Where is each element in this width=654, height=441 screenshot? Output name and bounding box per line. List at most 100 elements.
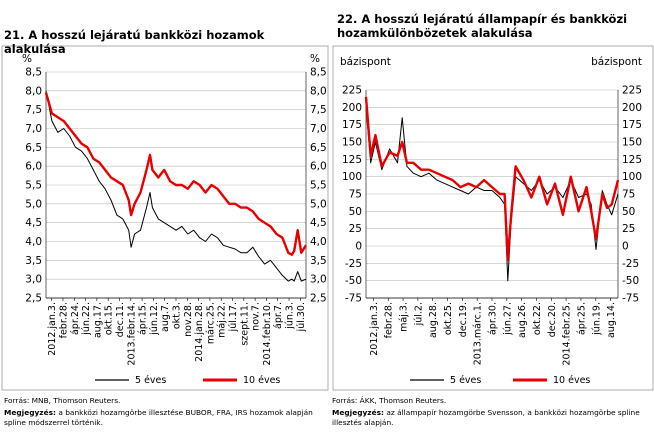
y-tick-left-1: 6,5 (25, 142, 42, 154)
x-tick-label-2: febr.28. (384, 302, 395, 338)
y-tick-right-2: 100 (622, 171, 642, 183)
chart-frame-2 (332, 45, 654, 391)
y-tick-right-2: 50 (622, 206, 635, 218)
x-tick-label-2: ápr.25. (576, 302, 587, 335)
chart-1-note: Megjegyzés: a bankközi hozamgörbe illesz… (4, 408, 322, 428)
x-tick-label-1: dec.11. (115, 302, 126, 337)
legend-label-1-chart-2: 5 éves (450, 375, 481, 386)
x-tick-label-1: ápr.7. (273, 302, 284, 329)
y-tick-left-2: 175 (342, 119, 362, 131)
chart-2-note-label: Megjegyzés: (332, 408, 384, 417)
x-tick-label-1: nov.28. (183, 302, 194, 337)
y-tick-left-1: 5,5 (25, 180, 42, 192)
y-tick-right-2: 75 (622, 189, 635, 201)
y-tick-right-2: -25 (622, 258, 639, 270)
y-tick-left-2: 125 (342, 154, 362, 166)
y-tick-right-2: -50 (622, 275, 639, 287)
chart-2-note: Megjegyzés: az állampapír hozamgörbe Sve… (332, 408, 648, 428)
y-tick-left-1: 7,0 (25, 123, 42, 135)
legend-label-1-chart-1: 5 éves (135, 375, 166, 386)
x-tick-label-2: dec.19. (458, 302, 469, 337)
y-tick-left-2: 225 (342, 85, 362, 97)
y-unit-left-2: bázispont (340, 56, 391, 68)
x-tick-label-2: aug.26. (517, 302, 528, 338)
x-tick-label-1: nov.7. (251, 302, 262, 331)
x-tick-label-1: aug.17. (92, 302, 103, 338)
x-tick-label-1: jún.22. (81, 302, 92, 336)
y-tick-right-1: 3,5 (310, 255, 327, 267)
y-tick-left-1: 8,0 (25, 85, 42, 97)
y-unit-right-1: % (310, 53, 320, 65)
y-tick-left-2: 75 (349, 189, 362, 201)
y-tick-right-1: 4,0 (310, 236, 327, 248)
series-line-2-chart-1 (44, 92, 308, 256)
chart-2-note-text: az állampapír hozamgörbe Svensson, a ban… (332, 408, 640, 427)
y-tick-left-2: 200 (342, 102, 362, 114)
y-tick-left-1: 3,0 (25, 274, 42, 286)
chart-2-source: Forrás: ÁKK, Thomson Reuters. (332, 396, 447, 405)
y-tick-right-2: -75 (622, 293, 639, 305)
x-tick-label-1: okt.15. (104, 302, 115, 335)
x-tick-label-1: ápr.15. (138, 302, 149, 335)
y-tick-right-1: 3,0 (310, 274, 327, 286)
x-tick-label-2: 2013.márc.1. (473, 302, 484, 365)
y-tick-right-1: 7,0 (310, 123, 327, 135)
x-tick-label-2: ápr.30. (488, 302, 499, 335)
x-tick-label-1: máj.22. (217, 302, 228, 338)
x-tick-label-1: 2012.jan.3. (47, 302, 58, 356)
series-line-1-chart-1 (45, 90, 307, 282)
x-tick-label-2: máj.3. (399, 302, 410, 332)
y-tick-left-2: -50 (345, 275, 362, 287)
y-tick-right-2: 150 (622, 137, 642, 149)
y-tick-right-2: 0 (622, 241, 629, 253)
y-tick-right-2: 25 (622, 223, 635, 235)
x-tick-label-2: jún.19. (591, 302, 602, 336)
x-tick-label-1: febr.28. (58, 302, 69, 338)
y-unit-right-2: bázispont (591, 56, 642, 68)
chart-2-title: 22. A hosszú lejáratú állampapír és bank… (337, 12, 628, 40)
y-tick-left-2: 100 (342, 171, 362, 183)
x-tick-label-1: okt.3. (172, 302, 183, 329)
x-tick-label-1: 2013.febr.14. (126, 302, 137, 366)
y-tick-right-2: 200 (622, 102, 642, 114)
y-tick-left-1: 7,5 (25, 104, 42, 116)
y-tick-right-1: 7,5 (310, 104, 327, 116)
x-tick-label-2: 2012.jan.3. (369, 302, 380, 356)
y-tick-right-2: 175 (622, 119, 642, 131)
x-tick-label-1: 2014.febr.10. (262, 302, 273, 366)
chart-1-source: Forrás: MNB, Thomson Reuters. (4, 396, 121, 405)
y-tick-left-1: 3,5 (25, 255, 42, 267)
legend-label-2-chart-1: 10 éves (243, 375, 280, 386)
x-tick-label-2: okt.22. (532, 302, 543, 335)
x-tick-label-2: okt.25. (443, 302, 454, 335)
y-tick-left-2: -75 (345, 293, 362, 305)
x-tick-label-2: aug.14. (606, 302, 617, 338)
y-tick-right-1: 5,0 (310, 198, 327, 210)
series-line-2-chart-2 (364, 96, 620, 262)
y-tick-left-1: 8,5 (25, 67, 42, 79)
chart-1-note-label: Megjegyzés: (4, 408, 56, 417)
y-tick-left-2: -25 (345, 258, 362, 270)
y-tick-right-1: 6,0 (310, 161, 327, 173)
y-tick-left-1: 2,5 (25, 293, 42, 305)
y-tick-left-1: 4,5 (25, 217, 42, 229)
x-tick-label-2: júl.2. (413, 302, 424, 326)
x-tick-label-1: júl.17. (228, 302, 239, 332)
chart-1-title: 21. A hosszú lejáratú bankközi hozamok a… (4, 28, 265, 56)
y-tick-right-1: 4,5 (310, 217, 327, 229)
x-tick-label-2: jún.27. (502, 302, 513, 336)
y-tick-left-1: 4,0 (25, 236, 42, 248)
legend-label-2-chart-2: 10 éves (553, 375, 590, 386)
x-tick-label-1: jún.3. (285, 302, 296, 330)
x-tick-label-1: jún.12. (149, 302, 160, 336)
y-tick-right-1: 2,5 (310, 293, 327, 305)
x-tick-label-1: ápr.24. (70, 302, 81, 335)
y-tick-right-2: 125 (622, 154, 642, 166)
x-tick-label-1: márc.25. (205, 302, 216, 344)
x-tick-label-1: aug.7. (160, 302, 171, 332)
x-tick-label-1: szept.11. (239, 302, 250, 346)
y-tick-right-1: 6,5 (310, 142, 327, 154)
y-tick-right-1: 8,5 (310, 67, 327, 79)
x-tick-label-2: aug.28. (428, 302, 439, 338)
